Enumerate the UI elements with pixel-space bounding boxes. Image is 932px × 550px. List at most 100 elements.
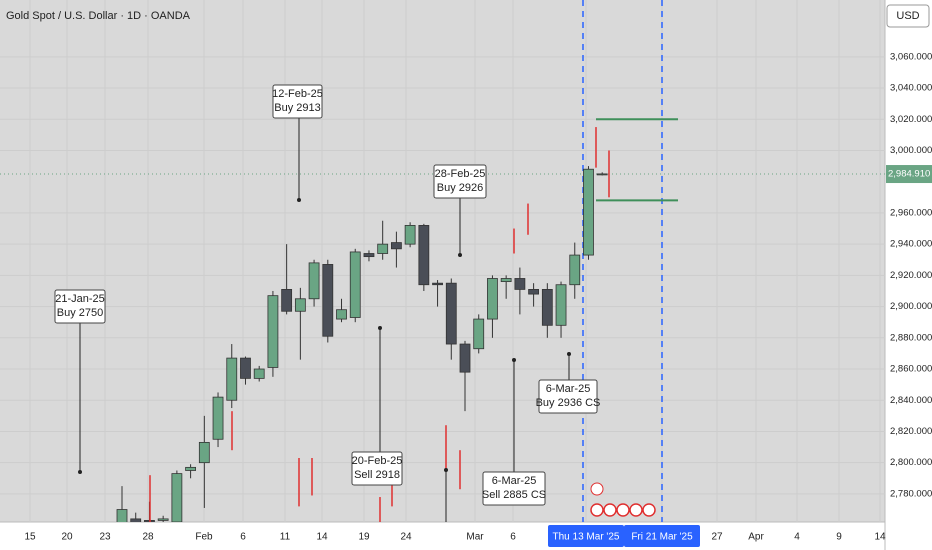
event-icon: [590, 503, 604, 517]
x-tick-label: 27: [711, 532, 723, 543]
last-price-box: [886, 165, 932, 184]
candle-body: [226, 357, 238, 401]
x-tick-label: 20: [61, 532, 73, 543]
candle-body: [171, 473, 183, 522]
x-tick-label: Mar: [466, 532, 484, 543]
y-tick-label: 2,820.000: [890, 426, 932, 437]
candle-body: [185, 466, 197, 471]
x-tick-label: 6: [510, 532, 516, 543]
candle-body: [418, 225, 430, 286]
x-tick-highlight: [548, 525, 624, 547]
candle-body: [473, 318, 485, 350]
y-tick-label: 3,060.000: [890, 51, 932, 62]
y-tick-label: 2,920.000: [890, 270, 932, 281]
event-icon: [629, 503, 643, 517]
y-tick-label: 2,940.000: [890, 239, 932, 250]
event-icon: [590, 482, 604, 496]
annotation-pin: [567, 352, 571, 356]
candle-body: [583, 168, 594, 256]
candle-body: [253, 368, 265, 379]
x-tick-highlight: [624, 525, 700, 547]
candle-body: [555, 284, 567, 326]
annotation-text: Buy 2750: [57, 307, 103, 319]
candle-body: [459, 343, 471, 373]
annotation-box: [538, 379, 598, 414]
annotation-box: [482, 471, 546, 506]
candle-body: [198, 441, 210, 464]
candle-body: [240, 357, 251, 379]
x-tick-label: 28: [142, 532, 154, 543]
candle-body: [541, 289, 553, 326]
annotation-box: [351, 451, 403, 486]
chart-title: Gold Spot / U.S. Dollar · 1D · OANDA: [6, 10, 191, 22]
x-tick-label: 4: [794, 532, 800, 543]
event-icon: [603, 503, 617, 517]
annotation-text: 28-Feb-25: [435, 168, 486, 180]
y-tick-label: 2,860.000: [890, 364, 932, 375]
candle-body: [281, 289, 293, 312]
x-tick-label: Fri 21 Mar '25: [631, 532, 693, 543]
annotation-box: [54, 289, 106, 324]
candle-body: [569, 254, 581, 286]
last-price-label: 2,984.910: [888, 169, 930, 180]
annotation-text: 12-Feb-25: [272, 88, 323, 100]
candle-body: [294, 298, 306, 312]
x-tick-label: Apr: [748, 532, 764, 543]
candle-body: [390, 242, 402, 250]
annotation-text: 6-Mar-25: [546, 383, 591, 395]
annotation-pin: [378, 326, 382, 330]
candle-body: [500, 278, 512, 283]
plot-bg: [0, 0, 885, 522]
x-tick-label: 9: [836, 532, 842, 543]
y-tick-label: 3,020.000: [890, 114, 932, 125]
y-tick-label: 2,800.000: [890, 457, 932, 468]
candle-body: [363, 253, 375, 258]
annotation-text: Buy 2936 CS: [536, 397, 601, 409]
annotation-pin: [512, 358, 516, 362]
currency[interactable]: USD: [896, 10, 919, 22]
candle-body: [596, 173, 608, 176]
annotation-text: Buy 2913: [274, 102, 320, 114]
annotation-text: Sell 2918: [354, 469, 400, 481]
candle-body: [116, 509, 128, 522]
x-tick-label: Feb: [195, 532, 213, 543]
y-tick-label: 2,880.000: [890, 332, 932, 343]
event-icon: [642, 503, 656, 517]
candle-body: [445, 282, 457, 345]
x-tick-label: 14: [874, 532, 886, 543]
candle-body: [404, 225, 416, 245]
x-tick-label: 19: [358, 532, 370, 543]
x-tick-label: 14: [316, 532, 328, 543]
x-tick-label: 6: [240, 532, 246, 543]
annotation-box: [433, 164, 487, 199]
annotation-text: 6-Mar-25: [492, 475, 537, 487]
annotation-pin: [444, 468, 448, 472]
candle-body: [212, 396, 224, 440]
candle-body: [130, 518, 142, 522]
annotation-pin: [78, 470, 82, 474]
candle-body: [514, 278, 526, 290]
annotation-text: 21-Jan-25: [55, 293, 105, 305]
candle-body: [322, 264, 334, 337]
candle-body: [487, 278, 498, 320]
annotation-pin: [458, 253, 462, 257]
candle-body: [528, 289, 539, 295]
candle-body: [267, 295, 279, 368]
x-tick-label: 24: [400, 532, 412, 543]
y-tick-label: 2,840.000: [890, 395, 932, 406]
annotation-text: 20-Feb-25: [352, 455, 403, 467]
x-tick-label: Thu 13 Mar '25: [553, 532, 620, 543]
y-tick-label: 2,900.000: [890, 301, 932, 312]
candle-body: [336, 309, 347, 320]
annotation-box: [272, 84, 323, 119]
price-axis-bg: [885, 0, 932, 550]
y-tick-label: 2,780.000: [890, 488, 932, 499]
candle-body: [432, 282, 443, 286]
y-tick-label: 3,000.000: [890, 145, 932, 156]
y-tick-label: 3,040.000: [890, 83, 932, 94]
currency-box[interactable]: [886, 4, 930, 28]
event-icon: [616, 503, 630, 517]
annotation-text: Sell 2885 CS: [482, 489, 546, 501]
y-tick-label: 2,960.000: [890, 207, 932, 218]
candle-body: [349, 251, 361, 318]
